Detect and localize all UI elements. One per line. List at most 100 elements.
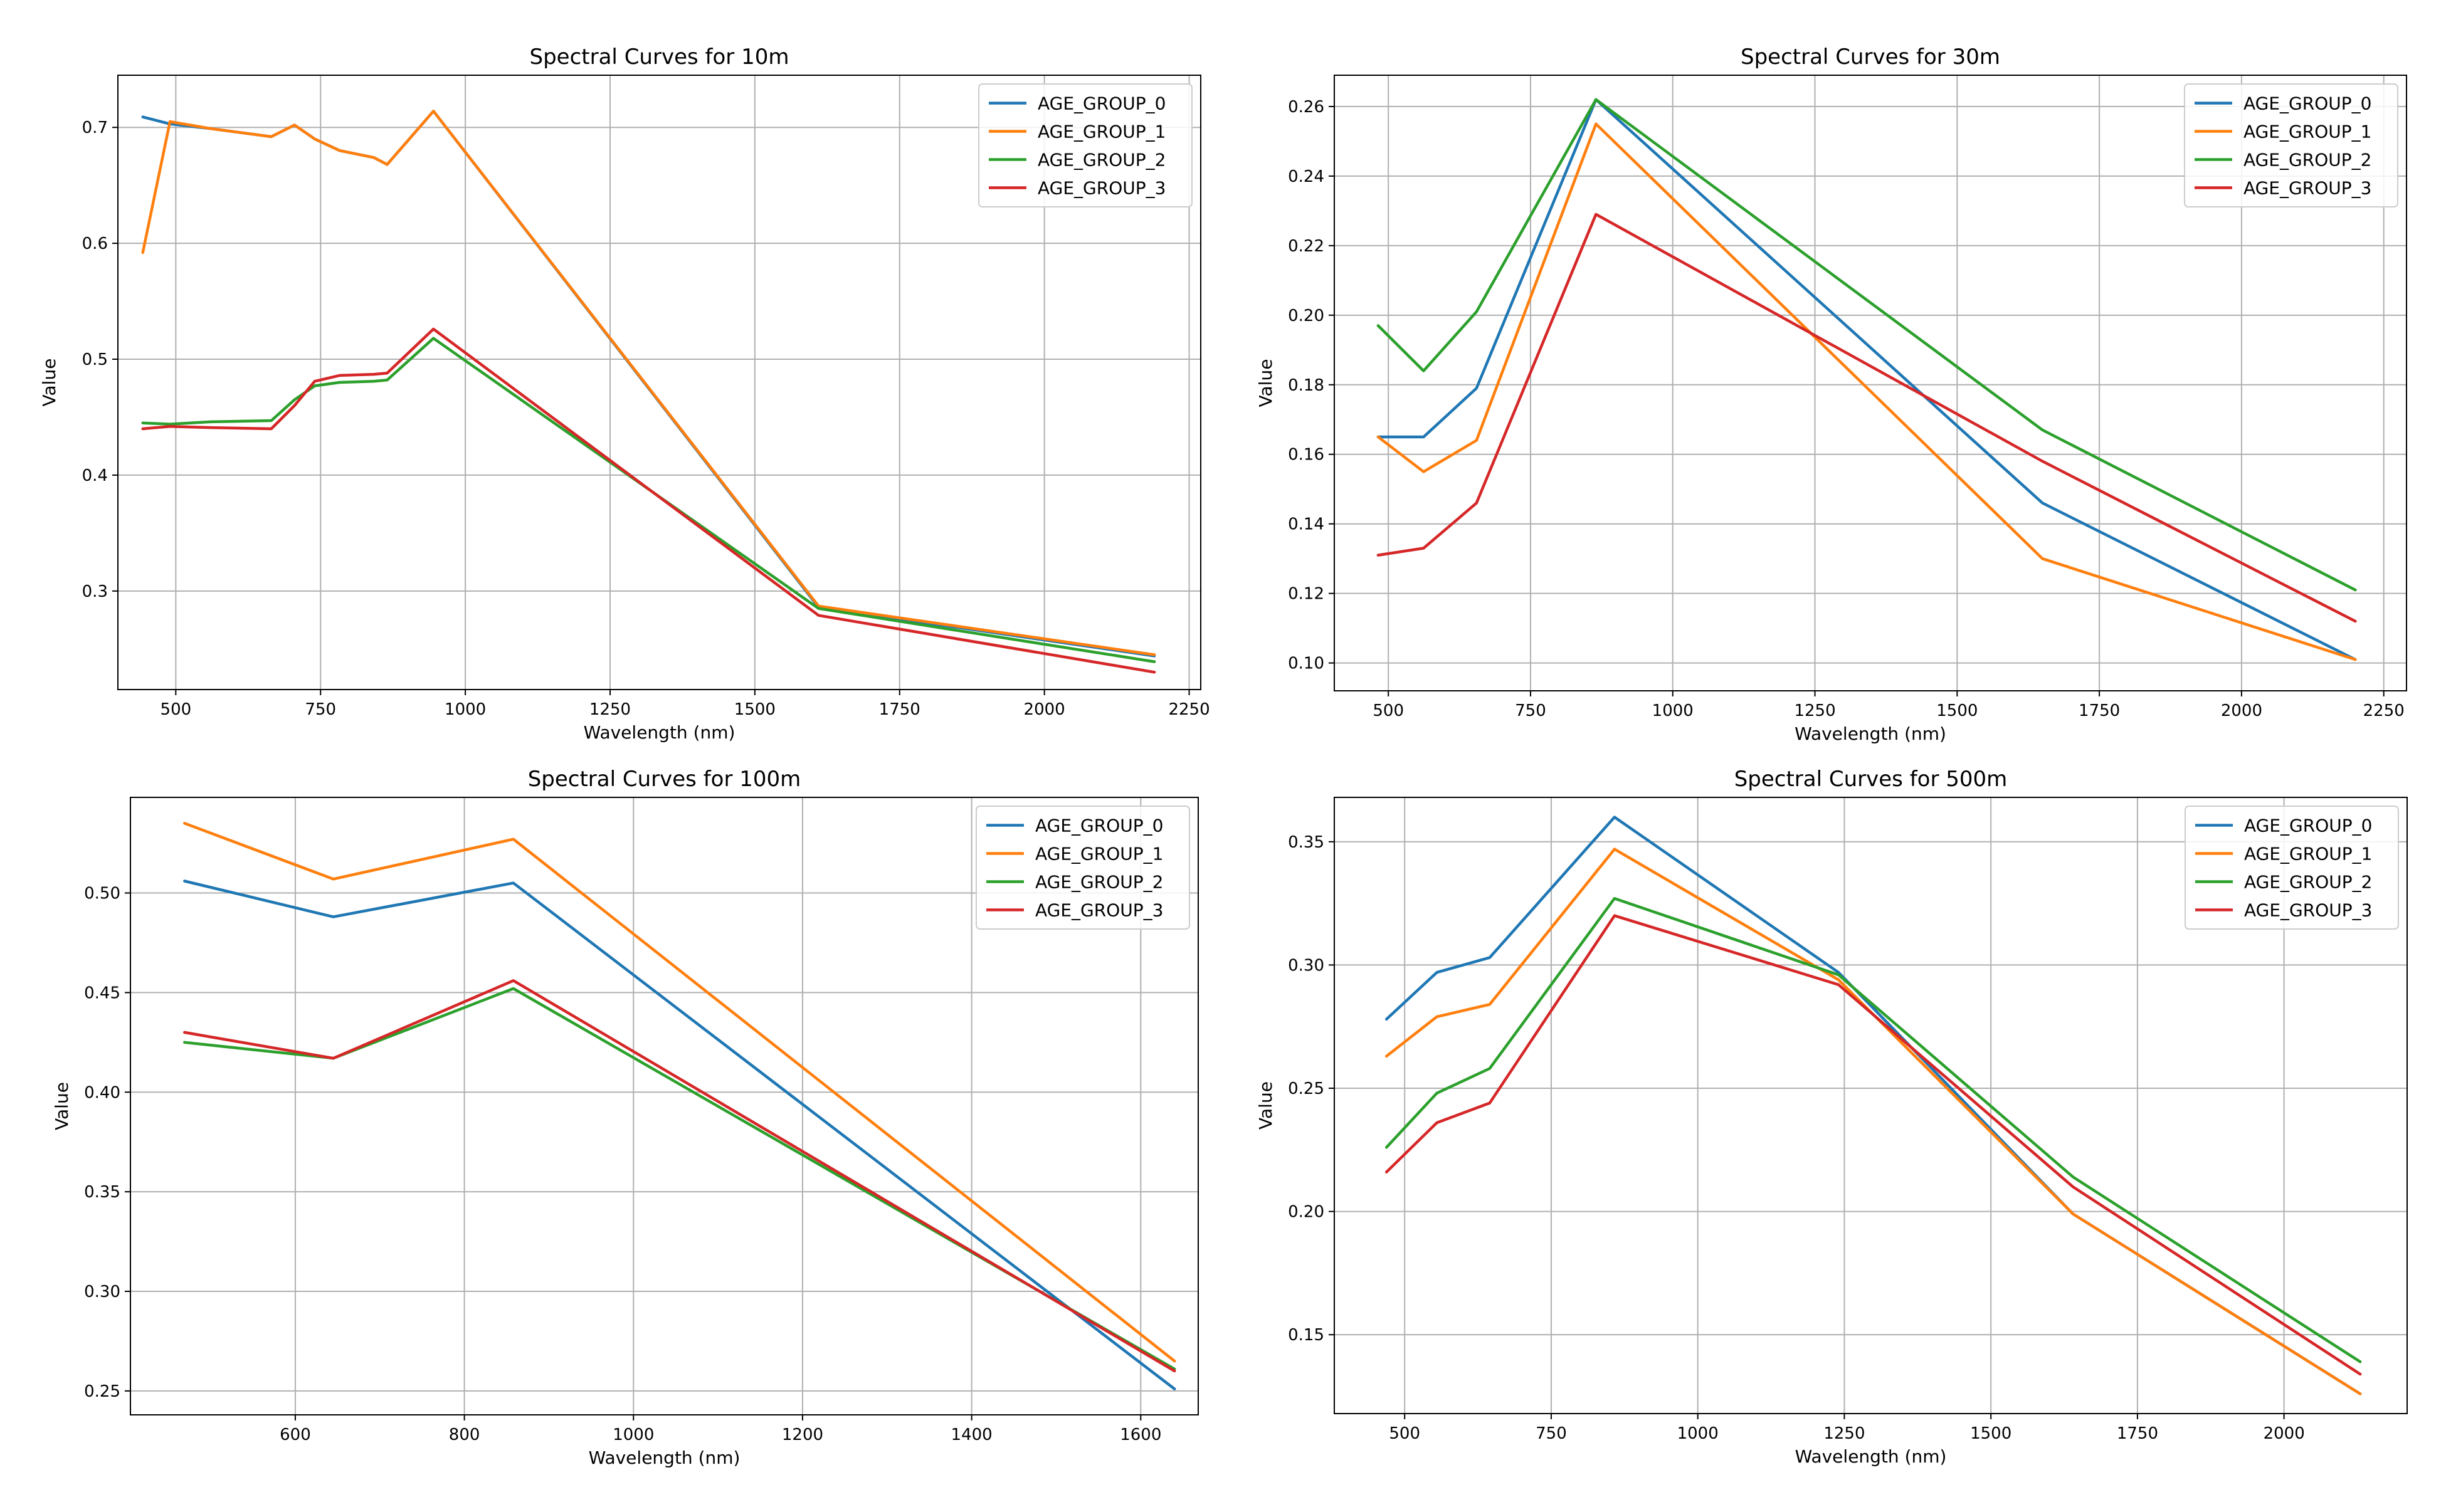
x-tick-label: 1000 [1677, 1424, 1719, 1443]
x-tick-label: 1500 [1970, 1424, 2011, 1443]
x-tick-label: 500 [1373, 701, 1404, 720]
x-axis-label: Wavelength (nm) [1795, 1446, 1947, 1467]
plot-frame [1334, 75, 2407, 691]
legend-label: AGE_GROUP_1 [1035, 844, 1163, 864]
x-tick-label: 750 [1536, 1424, 1567, 1443]
legend: AGE_GROUP_0 AGE_GROUP_1 AGE_GROUP_2 AGE_GRO… [2184, 83, 2398, 207]
x-axis-label: Wavelength (nm) [589, 1447, 741, 1468]
y-tick-label: 0.16 [1288, 446, 1324, 465]
y-tick-label: 0.35 [84, 1183, 120, 1202]
y-tick-label: 0.30 [1288, 956, 1324, 975]
series-line-age-group-2 [1384, 896, 2362, 1363]
legend-label: AGE_GROUP_2 [2243, 150, 2371, 171]
legend-frame [978, 83, 1193, 207]
legend-label: AGE_GROUP_1 [2243, 122, 2371, 142]
plot-frame [130, 797, 1199, 1415]
chart-panel-0: 500 750 1000 1250 1500 1750 2000 2250 0.3 0.4 0.5 0… [39, 45, 1210, 743]
x-axis-label: Wavelength (nm) [1795, 723, 1946, 744]
series-line-age-group-3 [183, 979, 1176, 1373]
x-tick-label: 800 [449, 1425, 480, 1444]
series-line-age-group-2 [141, 337, 1156, 663]
y-tick-label: 0.26 [1288, 98, 1324, 117]
legend: AGE_GROUP_0 AGE_GROUP_1 AGE_GROUP_2 AGE_GRO… [978, 83, 1193, 207]
y-tick-label: 0.12 [1288, 585, 1324, 604]
legend-label: AGE_GROUP_0 [1035, 816, 1163, 836]
y-tick-label: 0.25 [1288, 1079, 1324, 1098]
series-line-age-group-1 [1384, 848, 2362, 1395]
y-axis-label: Value [1255, 359, 1276, 407]
chart-panel-3: 500 750 1000 1250 1500 1750 2000 0.15 0.20 0.25 0.… [1255, 767, 2408, 1467]
series-line-age-group-3 [1376, 213, 2357, 623]
x-tick-label: 2250 [1168, 700, 1210, 719]
series-line-age-group-2 [183, 987, 1176, 1371]
legend-label: AGE_GROUP_2 [2244, 872, 2372, 893]
x-tick-label: 1200 [782, 1425, 823, 1444]
y-tick-label: 0.14 [1288, 515, 1324, 534]
series-line-age-group-0 [183, 879, 1176, 1390]
legend-label: AGE_GROUP_3 [1035, 900, 1163, 921]
x-tick-label: 2000 [1024, 700, 1065, 719]
y-tick-label: 0.35 [1288, 833, 1324, 852]
legend-label: AGE_GROUP_3 [1038, 178, 1166, 199]
series-line-age-group-1 [183, 822, 1176, 1363]
y-tick-label: 0.4 [82, 466, 108, 485]
legend: AGE_GROUP_0 AGE_GROUP_1 AGE_GROUP_2 AGE_GRO… [2185, 806, 2399, 930]
chart-title: Spectral Curves for 100m [528, 767, 801, 792]
x-tick-label: 750 [1515, 701, 1546, 720]
y-tick-label: 0.45 [84, 984, 120, 1002]
x-tick-label: 1600 [1120, 1425, 1161, 1444]
legend-label: AGE_GROUP_0 [2244, 816, 2372, 836]
y-tick-label: 0.25 [84, 1382, 120, 1401]
y-tick-label: 0.50 [84, 885, 120, 903]
plot-frame [1334, 797, 2408, 1414]
y-tick-label: 0.22 [1288, 237, 1324, 256]
legend-label: AGE_GROUP_0 [2243, 93, 2371, 114]
x-tick-label: 2250 [2363, 701, 2405, 720]
y-tick-label: 0.40 [84, 1083, 120, 1102]
x-tick-label: 1500 [1936, 701, 1978, 720]
legend-label: AGE_GROUP_1 [1038, 122, 1166, 142]
x-tick-label: 1000 [445, 700, 486, 719]
legend-label: AGE_GROUP_3 [2243, 178, 2371, 199]
legend-label: AGE_GROUP_3 [2244, 900, 2372, 921]
x-tick-label: 500 [1389, 1424, 1420, 1443]
series-line-age-group-2 [1376, 98, 2357, 592]
x-tick-label: 1750 [879, 700, 920, 719]
y-axis-label: Value [1255, 1081, 1276, 1130]
y-axis-label: Value [51, 1082, 72, 1130]
legend-label: AGE_GROUP_1 [2244, 844, 2372, 864]
legend-frame [2185, 806, 2399, 930]
chart-panel-1: 500 750 1000 1250 1500 1750 2000 2250 0.10 0.12 0.… [1255, 45, 2407, 744]
y-tick-label: 0.15 [1288, 1326, 1324, 1345]
y-tick-label: 0.6 [82, 234, 108, 253]
series-line-age-group-3 [141, 327, 1156, 674]
chart-title: Spectral Curves for 500m [1734, 767, 2008, 792]
legend: AGE_GROUP_0 AGE_GROUP_1 AGE_GROUP_2 AGE_GRO… [976, 806, 1190, 930]
y-tick-label: 0.7 [82, 118, 108, 137]
x-tick-label: 1750 [2079, 701, 2120, 720]
y-axis-label: Value [39, 359, 60, 407]
y-tick-label: 0.18 [1288, 376, 1324, 395]
x-tick-label: 1750 [2117, 1424, 2158, 1443]
series-line-age-group-0 [1376, 98, 2357, 661]
x-tick-label: 1250 [1823, 1424, 1865, 1443]
x-tick-label: 1000 [613, 1425, 654, 1444]
chart-panel-2: 600 800 1000 1200 1400 1600 0.25 0.30 0.35 0.40 0.… [51, 767, 1199, 1468]
legend-label: AGE_GROUP_2 [1038, 150, 1166, 171]
series-line-age-group-3 [1384, 914, 2362, 1376]
x-axis-label: Wavelength (nm) [584, 722, 735, 743]
series-line-age-group-1 [141, 110, 1156, 656]
x-tick-label: 500 [161, 700, 192, 719]
y-tick-label: 0.20 [1288, 307, 1324, 325]
y-tick-label: 0.5 [82, 350, 108, 369]
x-tick-label: 1000 [1652, 701, 1694, 720]
x-tick-label: 600 [280, 1425, 311, 1444]
chart-title: Spectral Curves for 30m [1741, 45, 2000, 70]
y-tick-label: 0.20 [1288, 1203, 1324, 1222]
legend-label: AGE_GROUP_0 [1038, 93, 1166, 114]
legend-frame [976, 806, 1190, 930]
x-tick-label: 2000 [2221, 701, 2262, 720]
legend-label: AGE_GROUP_2 [1035, 872, 1163, 893]
y-tick-label: 0.24 [1288, 167, 1324, 186]
